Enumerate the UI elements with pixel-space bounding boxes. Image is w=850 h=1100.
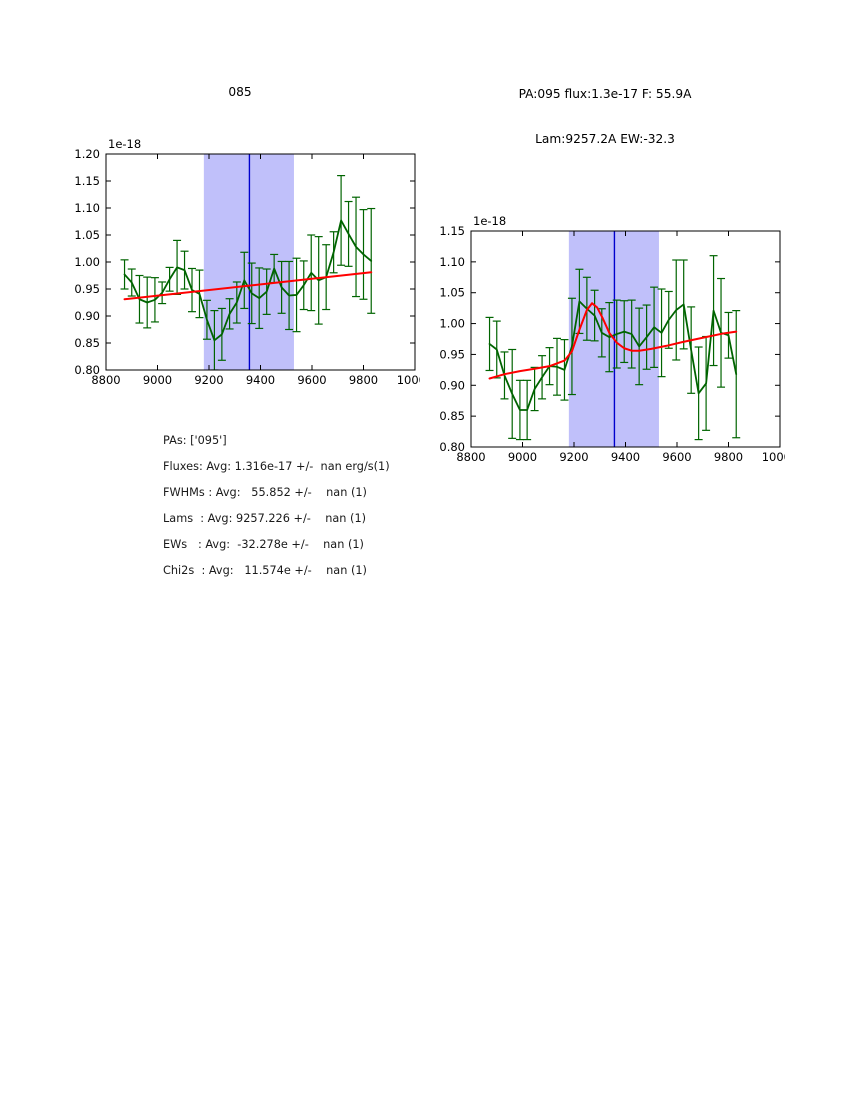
y-tick-label: 1.00	[74, 255, 100, 269]
chart-panel-right: PA:095 flux:1.3e-17 F: 55.9A Lam:9257.2A…	[425, 55, 785, 464]
right-panel-title-line1: PA:095 flux:1.3e-17 F: 55.9A	[518, 87, 692, 101]
y-tick-label: 1.15	[439, 224, 465, 238]
y-tick-label: 0.90	[439, 378, 465, 392]
y-tick-label: 0.90	[74, 309, 100, 323]
chart-panel-left: 085 1e-18 8800 9000 9200 9400 9600 9800 10000 0.…	[60, 55, 420, 395]
left-panel-title: 085	[228, 85, 252, 99]
stat-row: EWs : Avg: -32.278e +/- nan (1)	[163, 538, 364, 551]
right-panel-title: PA:095 flux:1.3e-17 F: 55.9A Lam:9257.2A…	[425, 57, 785, 177]
x-tick-label: 9600	[297, 373, 326, 387]
right-panel-plot: 1e-18 8800 9000 9200 9400 9600 9800 10000 0.80 0.…	[439, 214, 785, 464]
x-tick-label: 9200	[194, 373, 223, 387]
x-tick-label: 9800	[714, 450, 743, 464]
spectrum-data-line	[488, 300, 738, 411]
y-axis-offset-label: 1e-18	[108, 137, 141, 151]
stat-row: Chi2s : Avg: 11.574e +/- nan (1)	[163, 564, 367, 577]
y-tick-label: 1.15	[74, 174, 100, 188]
x-tick-label: 10000	[397, 373, 420, 387]
stat-row: PAs: ['095']	[163, 434, 227, 447]
right-panel-title-line2: Lam:9257.2A EW:-32.3	[535, 132, 675, 146]
x-tick-label: 9000	[143, 373, 172, 387]
y-tick-label: 0.95	[439, 347, 465, 361]
spectrum-data-line	[123, 219, 373, 342]
x-tick-label: 9200	[559, 450, 588, 464]
y-tick-label: 1.10	[74, 201, 100, 215]
x-tick-label: 10000	[762, 450, 785, 464]
stat-row: Fluxes: Avg: 1.316e-17 +/- nan erg/s(1)	[163, 460, 390, 473]
model-fit-line	[123, 271, 373, 301]
x-tick-label: 9400	[611, 450, 640, 464]
plot-content	[485, 255, 741, 441]
left-panel-plot: 1e-18 8800 9000 9200 9400 9600 9800 10000 0.80 0.…	[74, 137, 420, 387]
stat-row: Lams : Avg: 9257.226 +/- nan (1)	[163, 512, 367, 525]
x-tick-label: 9800	[349, 373, 378, 387]
summary-stats-block: PAs: ['095'] Fluxes: Avg: 1.316e-17 +/- …	[163, 428, 583, 584]
x-tick-label: 9600	[662, 450, 691, 464]
y-tick-label: 0.85	[74, 336, 100, 350]
y-tick-label: 0.80	[439, 440, 465, 454]
y-tick-label: 1.00	[439, 317, 465, 331]
y-tick-label: 0.80	[74, 363, 100, 377]
x-tick-label: 8800	[91, 373, 120, 387]
y-tick-label: 0.95	[74, 282, 100, 296]
y-tick-label: 1.05	[74, 228, 100, 242]
stat-row: FWHMs : Avg: 55.852 +/- nan (1)	[163, 486, 367, 499]
x-tick-label: 9400	[246, 373, 275, 387]
x-tick-label: 9000	[508, 450, 537, 464]
model-fit-line	[488, 302, 738, 380]
x-tick-label: 8800	[456, 450, 485, 464]
plot-content	[120, 174, 376, 370]
y-axis-offset-label: 1e-18	[473, 214, 506, 228]
y-tick-label: 1.20	[74, 147, 100, 161]
y-tick-label: 0.85	[439, 409, 465, 423]
y-tick-label: 1.10	[439, 255, 465, 269]
y-tick-label: 1.05	[439, 286, 465, 300]
